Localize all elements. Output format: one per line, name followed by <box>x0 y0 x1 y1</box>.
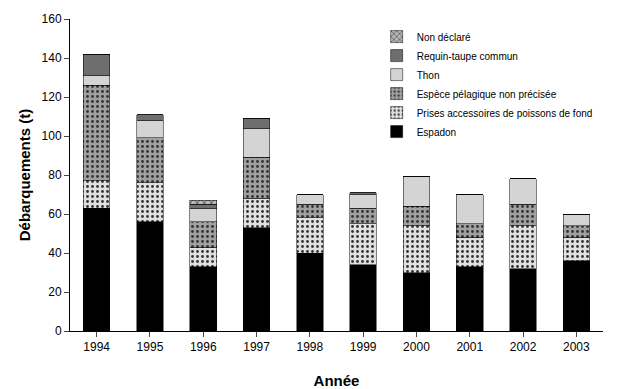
svg-text:2002: 2002 <box>510 340 537 354</box>
svg-text:1995: 1995 <box>137 340 164 354</box>
svg-text:2003: 2003 <box>563 340 590 354</box>
svg-text:0: 0 <box>55 324 62 338</box>
svg-text:Thon: Thon <box>417 70 440 81</box>
svg-text:Espèce pélagique non précisée: Espèce pélagique non précisée <box>417 89 557 100</box>
svg-text:160: 160 <box>42 12 62 26</box>
svg-text:1998: 1998 <box>296 340 323 354</box>
svg-text:1994: 1994 <box>83 340 110 354</box>
svg-text:Débarquements (t): Débarquements (t) <box>16 109 33 242</box>
svg-text:1996: 1996 <box>190 340 217 354</box>
svg-text:Espadon: Espadon <box>417 127 456 138</box>
svg-text:140: 140 <box>42 51 62 65</box>
svg-text:20: 20 <box>48 285 62 299</box>
svg-text:Non déclaré: Non déclaré <box>417 32 471 43</box>
svg-text:120: 120 <box>42 90 62 104</box>
svg-text:60: 60 <box>48 207 62 221</box>
svg-text:100: 100 <box>42 129 62 143</box>
svg-text:1997: 1997 <box>243 340 270 354</box>
svg-text:80: 80 <box>48 168 62 182</box>
svg-text:Requin-taupe commun: Requin-taupe commun <box>417 51 518 62</box>
svg-text:1999: 1999 <box>350 340 377 354</box>
svg-text:2001: 2001 <box>456 340 483 354</box>
svg-text:2000: 2000 <box>403 340 430 354</box>
svg-text:Prises accessoires de poissons: Prises accessoires de poissons de fond <box>417 108 593 119</box>
svg-text:Année: Année <box>314 372 360 389</box>
svg-text:40: 40 <box>48 246 62 260</box>
